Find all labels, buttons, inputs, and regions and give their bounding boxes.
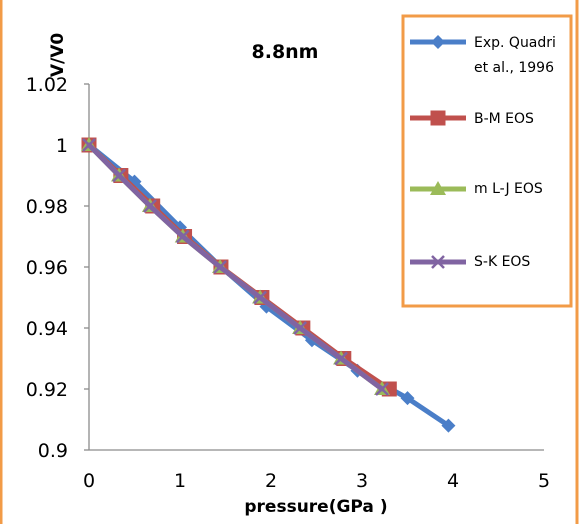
- x-tick-label: 5: [538, 470, 550, 492]
- plot-area: [81, 137, 456, 433]
- data-point: [441, 418, 456, 433]
- chart-title: 8.8nm: [252, 41, 319, 63]
- legend-swatch-marker: [430, 181, 446, 195]
- data-point: [112, 168, 126, 183]
- legend-swatch-marker: [431, 35, 445, 49]
- data-point: [213, 260, 227, 274]
- legend-label-exp-line2: et al., 1996: [474, 60, 554, 76]
- y-tick-labels: 0.9 0.92 0.94 0.96 0.98 1 1.02: [26, 74, 68, 462]
- data-point: [82, 138, 96, 152]
- x-tick-labels: 0 1 2 3 4 5: [83, 470, 550, 492]
- x-tick-label: 1: [174, 470, 186, 492]
- data-point: [400, 391, 415, 406]
- legend-swatch-marker: [431, 255, 445, 269]
- data-point: [293, 321, 308, 335]
- data-point: [143, 199, 157, 213]
- legend-box: [401, 14, 573, 308]
- y-tick-label: 1.02: [26, 74, 68, 96]
- legend-label-mlj: m L-J EOS: [474, 181, 543, 197]
- y-tick-label: 0.98: [26, 196, 68, 218]
- series-3: [82, 138, 389, 396]
- x-tick-label: 2: [265, 470, 277, 492]
- data-point: [375, 382, 389, 396]
- legend-label-bm: B-M EOS: [474, 111, 534, 127]
- data-point: [334, 351, 348, 366]
- x-tick-label: 3: [356, 470, 368, 492]
- y-tick-label: 0.94: [26, 318, 68, 340]
- data-point: [175, 229, 190, 244]
- y-tick-label: 1: [56, 135, 68, 157]
- legend-label-exp-line1: Exp. Quadri: [474, 35, 556, 51]
- x-tick-label: 0: [83, 470, 95, 492]
- data-point: [253, 290, 267, 305]
- y-axis-title: V/V0: [48, 33, 68, 78]
- x-axis-title: pressure(GPa ): [244, 497, 387, 517]
- legend: Exp. Quadri et al., 1996 B-M EOS m L-J E…: [410, 35, 556, 270]
- y-tick-label: 0.96: [26, 257, 68, 279]
- legend-swatch-marker: [430, 110, 446, 126]
- y-tick-label: 0.9: [38, 440, 68, 462]
- x-tick-label: 4: [447, 470, 459, 492]
- legend-label-sk: S-K EOS: [474, 254, 530, 270]
- y-tick-label: 0.92: [26, 379, 68, 401]
